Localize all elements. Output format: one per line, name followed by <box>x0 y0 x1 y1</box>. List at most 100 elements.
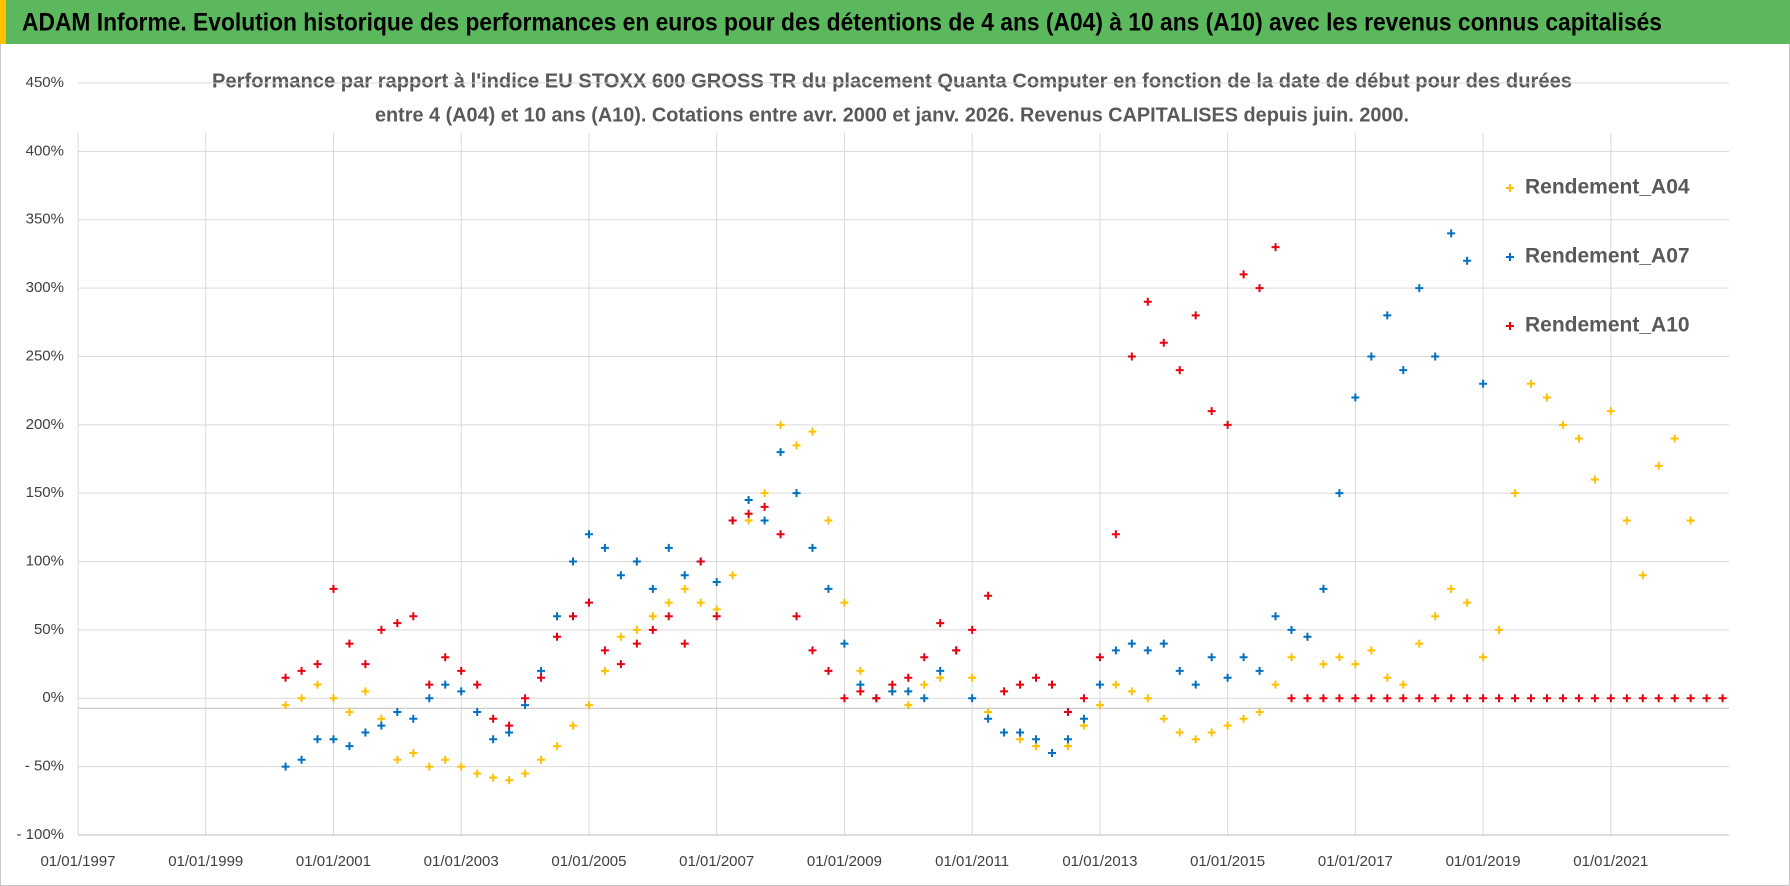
data-point <box>824 666 833 675</box>
y-tick-label: 200% <box>26 416 64 433</box>
x-tick-label: 01/01/1997 <box>40 853 115 870</box>
data-point <box>505 728 514 737</box>
data-point <box>409 748 418 757</box>
data-point <box>393 619 402 628</box>
data-point <box>984 707 993 716</box>
data-point <box>1415 694 1424 703</box>
data-point <box>281 673 290 682</box>
x-tick-label: 01/01/2005 <box>551 853 626 870</box>
data-point <box>1079 721 1088 730</box>
data-point <box>776 530 785 539</box>
data-point <box>1431 612 1440 621</box>
data-point <box>1654 461 1663 470</box>
data-point <box>1686 516 1695 525</box>
data-point <box>1702 694 1711 703</box>
legend-marker <box>1506 184 1514 192</box>
data-point <box>1431 352 1440 361</box>
legend-marker <box>1506 322 1514 330</box>
data-point <box>616 660 625 669</box>
y-tick-label: 150% <box>26 484 64 501</box>
data-point <box>808 427 817 436</box>
data-point <box>568 557 577 566</box>
data-point <box>1527 694 1536 703</box>
data-point <box>1335 694 1344 703</box>
y-tick-label: 100% <box>26 553 64 570</box>
data-point <box>808 543 817 552</box>
data-point <box>1255 707 1264 716</box>
data-point <box>1287 653 1296 662</box>
banner-accent <box>0 0 6 44</box>
data-point <box>1622 694 1631 703</box>
data-point <box>1367 694 1376 703</box>
data-point <box>872 694 881 703</box>
legend-marker <box>1506 253 1514 261</box>
data-point <box>553 612 562 621</box>
data-point <box>648 612 657 621</box>
data-point <box>648 584 657 593</box>
data-point <box>393 707 402 716</box>
data-point <box>1718 694 1727 703</box>
data-point <box>856 687 865 696</box>
data-point <box>1271 243 1280 252</box>
data-point <box>792 612 801 621</box>
data-point <box>1255 666 1264 675</box>
data-point <box>600 543 609 552</box>
x-tick-label: 01/01/2013 <box>1062 853 1137 870</box>
data-point <box>1527 379 1536 388</box>
data-point <box>313 660 322 669</box>
data-point <box>1351 694 1360 703</box>
data-point <box>281 701 290 710</box>
data-point <box>521 769 530 778</box>
data-point <box>1000 728 1009 737</box>
y-tick-label: 250% <box>26 347 64 364</box>
data-point <box>904 687 913 696</box>
x-tick-label: 01/01/2015 <box>1190 853 1265 870</box>
data-point <box>297 666 306 675</box>
data-point <box>584 701 593 710</box>
data-point <box>808 646 817 655</box>
data-point <box>441 755 450 764</box>
data-point <box>1495 694 1504 703</box>
data-point <box>1654 694 1663 703</box>
banner-title: ADAM Informe. Evolution historique des p… <box>22 9 1662 37</box>
data-point <box>1319 584 1328 593</box>
x-tick-label: 01/01/2007 <box>679 853 754 870</box>
data-point <box>1159 714 1168 723</box>
data-point <box>1463 694 1472 703</box>
y-tick-label: 450% <box>26 74 64 91</box>
data-point <box>824 584 833 593</box>
data-point <box>1367 646 1376 655</box>
data-point <box>1574 694 1583 703</box>
data-point <box>1463 256 1472 265</box>
data-point <box>984 591 993 600</box>
data-point <box>1638 694 1647 703</box>
data-point <box>409 612 418 621</box>
data-point <box>840 639 849 648</box>
data-point <box>553 632 562 641</box>
data-point <box>616 571 625 580</box>
data-point <box>936 673 945 682</box>
legend-label: Rendement_A10 <box>1525 314 1690 337</box>
data-point <box>1511 489 1520 498</box>
data-point <box>537 755 546 764</box>
chart-title: Performance par rapport à l'indice EU ST… <box>212 70 1572 92</box>
x-tick-label: 01/01/2001 <box>296 853 371 870</box>
data-point <box>361 660 370 669</box>
data-point <box>393 755 402 764</box>
data-point <box>600 646 609 655</box>
data-point <box>1143 297 1152 306</box>
data-point <box>1351 393 1360 402</box>
data-point <box>377 721 386 730</box>
data-point <box>1063 707 1072 716</box>
data-point <box>1271 680 1280 689</box>
data-point <box>1032 673 1041 682</box>
legend-label: Rendement_A04 <box>1525 176 1690 199</box>
data-point <box>457 762 466 771</box>
data-point <box>600 666 609 675</box>
data-point <box>728 571 737 580</box>
data-point <box>1271 612 1280 621</box>
data-point <box>936 666 945 675</box>
data-point <box>505 721 514 730</box>
data-point <box>904 673 913 682</box>
data-point <box>920 694 929 703</box>
